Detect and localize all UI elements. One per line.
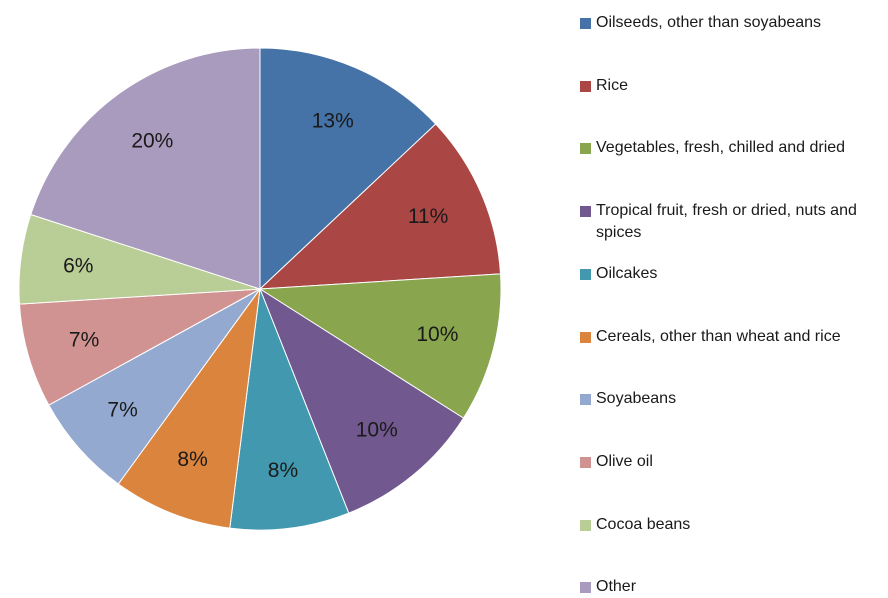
pie-slice <box>258 273 502 419</box>
pie-slice <box>258 287 465 514</box>
pie-slice <box>229 288 350 531</box>
legend-swatch <box>580 394 591 406</box>
legend-swatch <box>580 519 591 531</box>
slice-data-label: 6% <box>63 255 93 278</box>
pie-slice <box>18 288 261 406</box>
legend-label: Cocoa beans <box>596 515 691 533</box>
pie-slice <box>30 47 261 290</box>
legend-swatch <box>580 143 591 155</box>
legend-swatch <box>580 331 591 343</box>
legend-swatch <box>580 268 591 280</box>
legend-label: Soyabeans <box>596 390 677 408</box>
pie-slice <box>117 288 261 529</box>
pie-slices <box>18 47 502 531</box>
pie-chart: 13% 11% 10% 10% 8% 8% 7% 7% 6% 20% <box>18 47 502 531</box>
legend-item: Oilcakes <box>580 263 880 285</box>
pie-slice <box>48 288 261 485</box>
legend-swatch <box>580 18 591 29</box>
slice-data-label: 10% <box>416 323 458 346</box>
legend-swatch <box>580 456 591 468</box>
legend-swatch <box>580 80 591 92</box>
slice-data-label: 10% <box>356 419 398 442</box>
legend-label: Vegetables, fresh, chilled and dried <box>596 139 846 157</box>
legend-item: Olive oil <box>580 451 880 473</box>
legend-swatch <box>580 582 591 594</box>
legend-label: Olive oil <box>596 452 653 470</box>
legend: Oilseeds, other than soyabeans Rice Vegeta… <box>580 0 880 595</box>
legend-item: Vegetables, fresh, chilled and dried <box>580 137 880 159</box>
pie-labels: 13% 11% 10% 10% 8% 8% 7% 7% 6% 20% <box>63 109 458 482</box>
slice-data-label: 11% <box>408 205 448 228</box>
legend-label: Oilseeds, other than soyabeans <box>596 14 822 31</box>
legend-item: Other <box>580 576 880 598</box>
slice-data-label: 20% <box>131 129 173 152</box>
slice-data-label: 7% <box>107 399 137 422</box>
legend-item: Soyabeans <box>580 388 880 410</box>
pie-slice <box>258 123 502 290</box>
legend-swatch <box>580 206 591 218</box>
legend-item: Rice <box>580 75 880 97</box>
slice-data-label: 8% <box>177 448 207 471</box>
legend-item: Cereals, other than wheat and rice <box>580 326 880 348</box>
slice-data-label: 7% <box>69 329 99 352</box>
legend-label: Cereals, other than wheat and rice <box>596 327 841 345</box>
legend-label: Rice <box>596 76 629 94</box>
legend-label: Tropical fruit, fresh or dried, nuts and… <box>596 202 857 242</box>
legend-label: Other <box>596 578 637 596</box>
legend-item: Oilseeds, other than soyabeans <box>580 12 880 34</box>
slice-data-label: 13% <box>312 109 354 132</box>
legend-label: Oilcakes <box>596 264 658 282</box>
slice-data-label: 8% <box>268 459 298 482</box>
pie-slice <box>259 47 437 291</box>
legend-item: Cocoa beans <box>580 514 880 536</box>
legend-item: Tropical fruit, fresh or dried, nuts and… <box>580 200 880 244</box>
